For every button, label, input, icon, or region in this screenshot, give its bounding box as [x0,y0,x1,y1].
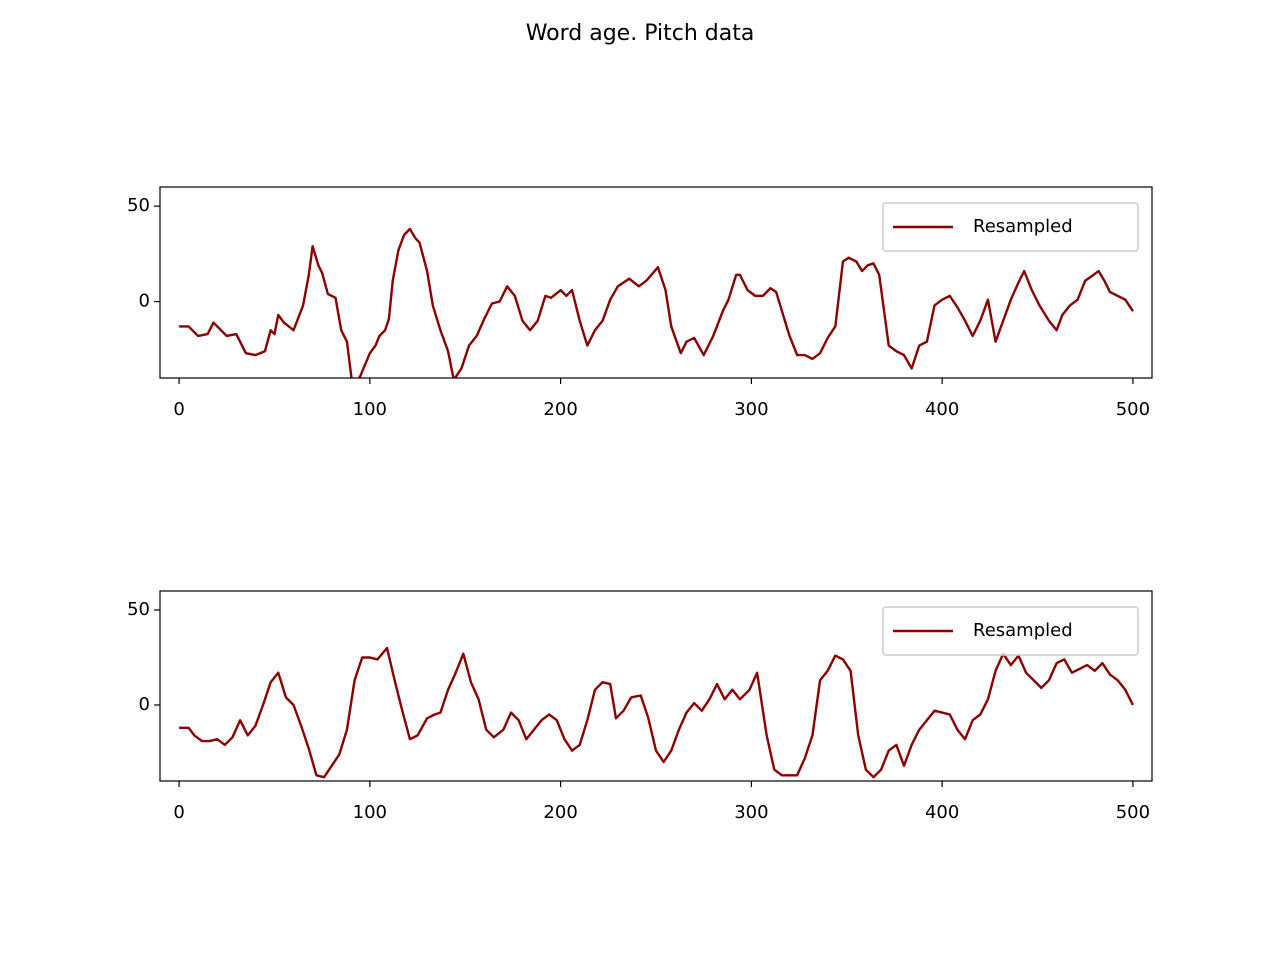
y-tick-label: 0 [139,291,150,312]
x-tick-label: 0 [173,802,184,823]
y-tick-label: 0 [139,694,150,715]
x-tick-label: 500 [1116,399,1150,420]
legend-box [882,202,1139,252]
x-tick-label: 100 [353,802,387,823]
x-tick-label: 400 [925,802,959,823]
legend-label: Resampled [973,620,1073,641]
y-tick-label: 50 [127,599,150,620]
axes-frame [159,186,1153,379]
legend-box [882,606,1139,656]
x-tick-label: 400 [925,399,959,420]
data-line [179,227,1134,378]
x-tick-label: 200 [543,802,577,823]
x-tick-label: 300 [734,399,768,420]
x-tick-label: 100 [353,399,387,420]
axes-frame [159,590,1153,782]
x-tick-label: 500 [1116,802,1150,823]
x-tick-label: 300 [734,802,768,823]
x-tick-label: 0 [173,399,184,420]
legend-label: Resampled [973,216,1073,237]
figure-title: Word age. Pitch data [526,21,755,46]
data-line [179,646,1134,779]
y-tick-label: 50 [127,195,150,216]
x-tick-label: 200 [543,399,577,420]
